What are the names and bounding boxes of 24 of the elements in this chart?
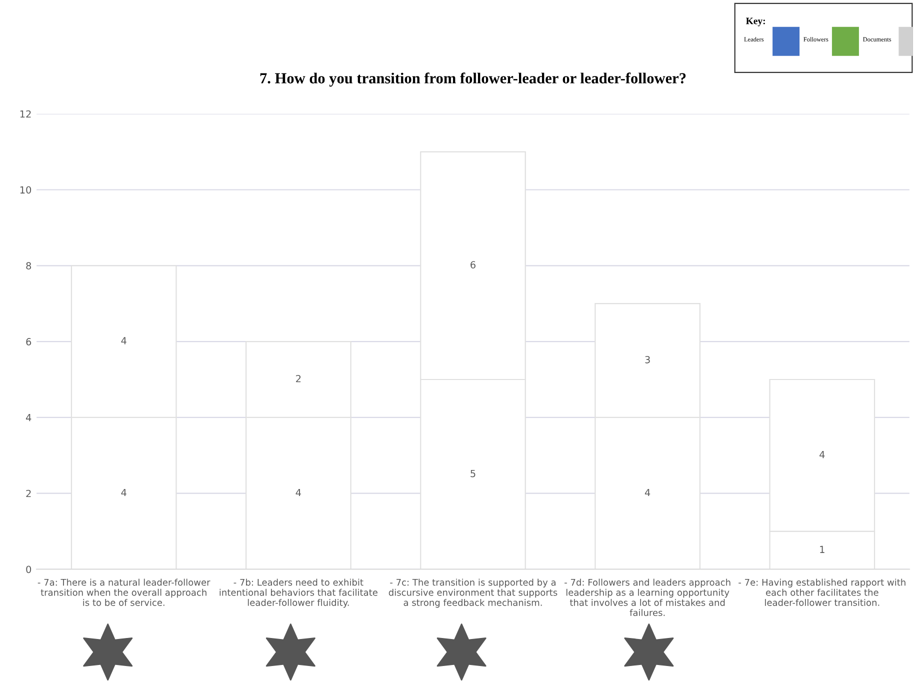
y-tick-label: 8 bbox=[26, 262, 32, 270]
data-label: 6 bbox=[470, 261, 476, 268]
y-tick-label: 12 bbox=[20, 110, 31, 118]
y-tick-label: 2 bbox=[26, 490, 31, 498]
data-label: 5 bbox=[470, 470, 476, 478]
y-tick-label: 4 bbox=[26, 414, 32, 422]
chart-title: 7. How do you transition from follower-leader or leader-follower? bbox=[260, 72, 686, 87]
x-tick-label: - 7b: Leaders need to exhibit intentional behaviors that facilitate leader-follower fluidity. bbox=[220, 578, 378, 608]
data-label: 4 bbox=[121, 337, 126, 344]
y-tick-label: 0 bbox=[26, 566, 32, 574]
data-label: 2 bbox=[296, 374, 301, 382]
x-tick-label: - 7d: Followers and leaders approach leadership as a learning opportunity that involves a lot of mistakes and failures. bbox=[564, 578, 730, 616]
data-label: 3 bbox=[645, 356, 650, 364]
y-tick-label: 10 bbox=[20, 186, 32, 194]
data-label: 4 bbox=[121, 488, 126, 496]
text: Key: bbox=[746, 18, 765, 26]
y-tick-label: 6 bbox=[26, 338, 32, 346]
x-tick-label: - 7a: There is a natural leader-follower transition when the overall approach is to be of service. bbox=[38, 578, 210, 606]
data-label: 1 bbox=[820, 546, 824, 553]
data-label: 4 bbox=[644, 488, 650, 496]
data-label: 4 bbox=[296, 488, 301, 496]
data-label: 4 bbox=[820, 450, 825, 458]
x-tick-label: - 7e: Having established rapport with each other facilitates the leader-follower transition. bbox=[738, 578, 906, 606]
x-tick-label: - 7c: The transition is supported by a discursive environment that supports a strong feedback mechanism. bbox=[388, 578, 558, 608]
